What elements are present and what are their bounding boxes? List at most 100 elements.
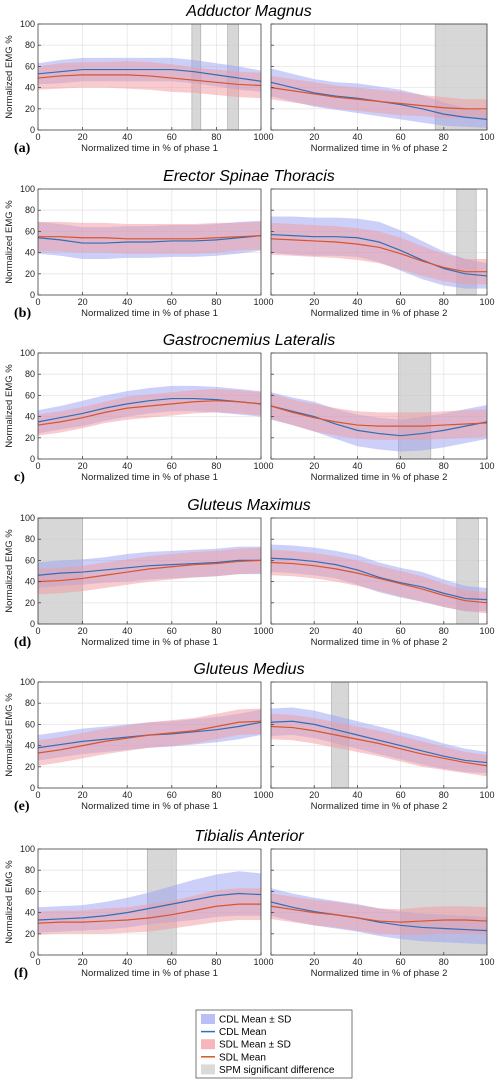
sdl-mean-line: [270, 405, 488, 427]
y-tick-label: 0: [30, 619, 35, 629]
x-tick-label: 0: [268, 132, 273, 142]
x-axis-label: Normalized time in % of phase 1: [81, 143, 218, 154]
panel-label: (e): [14, 799, 30, 814]
y-tick-label: 60: [25, 886, 35, 896]
x-tick-label: 100: [479, 132, 494, 142]
x-axis-label: Normalized time in % of phase 2: [311, 308, 448, 319]
x-axis-label: Normalized time in % of phase 1: [81, 801, 218, 812]
x-tick-label: 80: [439, 957, 449, 967]
cdl-mean-line: [270, 720, 488, 764]
y-tick-label: 60: [25, 61, 35, 71]
x-tick-label: 100: [479, 790, 494, 800]
axes-frame: [37, 352, 262, 460]
x-tick-label: 40: [352, 461, 362, 471]
legend-label: SPM significant difference: [219, 1065, 335, 1076]
sdl-mean-line: [37, 720, 262, 754]
cdl-mean-line: [270, 901, 488, 932]
x-axis-label: Normalized time in % of phase 2: [311, 637, 448, 648]
y-tick-label: 60: [25, 390, 35, 400]
x-tick-label: 60: [167, 626, 177, 636]
y-tick-label: 40: [25, 248, 35, 258]
x-tick-label: 40: [352, 297, 362, 307]
x-tick-label: 0: [35, 957, 40, 967]
y-tick-label: 100: [20, 513, 35, 523]
sdl-mean-line: [38, 235, 262, 240]
x-tick-label: 80: [439, 461, 449, 471]
panel-3: Gastrocnemius Lateralis Normalized EMG % c…: [4, 332, 495, 485]
x-tick-label: 80: [211, 790, 221, 800]
y-tick-label: 40: [25, 83, 35, 93]
x-tick-label: 60: [167, 790, 177, 800]
phase-2-axes: 0 20 40 60 80 100 Normalized time in % of phas…: [268, 517, 495, 648]
sdl-mean-line: [270, 905, 488, 923]
legend-label: CDL Mean: [219, 1027, 266, 1038]
y-tick-label: 0: [30, 290, 35, 300]
x-tick-label: 80: [211, 297, 221, 307]
y-tick-label: 0: [30, 950, 35, 960]
y-tick-label: 60: [25, 719, 35, 729]
x-tick-label: 20: [78, 132, 88, 142]
x-axis-label: Normalized time in % of phase 1: [81, 472, 218, 483]
x-tick-label: 100: [253, 132, 268, 142]
legend-label: SDL Mean ± SD: [219, 1040, 291, 1051]
axes-frame: [37, 23, 262, 131]
sdl-mean-line: [270, 725, 488, 767]
y-axis-label: Normalized EMG %: [4, 35, 15, 119]
panel-label: c): [14, 470, 25, 485]
sdl-sd-band: [38, 547, 261, 595]
phase-1-axes: 0 20 40 60 80 100 0 20 40 60 80 100 Normalized time …: [20, 677, 269, 812]
x-axis-label: Normalized time in % of phase 2: [311, 968, 448, 979]
x-tick-label: 100: [479, 626, 494, 636]
x-tick-label: 80: [211, 461, 221, 471]
x-tick-label: 100: [479, 461, 494, 471]
x-axis-label: Normalized time in % of phase 1: [81, 637, 218, 648]
panel-title: Tibialis Anterior: [194, 828, 304, 845]
x-tick-label: 40: [352, 790, 362, 800]
sdl-mean-line: [270, 87, 487, 110]
y-tick-label: 40: [25, 577, 35, 587]
phase-1-axes: 0 20 40 60 80 100 0 20 40 60 80 100 Normalized time …: [20, 348, 269, 483]
x-tick-label: 100: [479, 297, 494, 307]
x-axis-label: Normalized time in % of phase 2: [311, 801, 448, 812]
legend-swatch: [201, 1039, 215, 1050]
y-tick-label: 0: [30, 125, 35, 135]
sdl-sd-band: [271, 549, 487, 614]
phase-1-axes: 0 20 40 60 80 100 0 20 40 60 80 100 Normalized time …: [20, 19, 269, 154]
phase-1-axes: 0 20 40 60 80 100 0 20 40 60 80 100 Normalized time …: [20, 513, 269, 648]
axes-frame: [270, 681, 488, 789]
cdl-mean-line: [37, 235, 262, 244]
y-tick-label: 40: [25, 412, 35, 422]
x-tick-label: 60: [396, 626, 406, 636]
axes-frame: [37, 188, 262, 296]
x-tick-label: 0: [35, 297, 40, 307]
panel-title: Gluteus Maximus: [187, 497, 311, 514]
x-tick-label: 100: [253, 790, 268, 800]
axes-frame: [270, 848, 488, 956]
x-tick-label: 0: [268, 957, 273, 967]
y-axis-label: Normalized EMG %: [4, 364, 15, 448]
panel-label: (d): [14, 635, 31, 650]
x-tick-label: 80: [211, 626, 221, 636]
sdl-sd-band: [38, 221, 261, 254]
x-tick-label: 40: [352, 132, 362, 142]
x-tick-label: 100: [253, 461, 268, 471]
phase-1-axes: 0 20 40 60 80 100 0 20 40 60 80 100 Normalized time …: [20, 844, 269, 979]
x-tick-label: 0: [35, 461, 40, 471]
y-tick-label: 100: [20, 19, 35, 29]
axes-frame: [37, 681, 262, 789]
y-tick-label: 20: [25, 433, 35, 443]
x-tick-label: 80: [439, 132, 449, 142]
cdl-mean-line: [270, 233, 488, 277]
x-tick-label: 20: [309, 626, 319, 636]
x-tick-label: 0: [268, 461, 273, 471]
x-tick-label: 20: [309, 297, 319, 307]
x-tick-label: 20: [309, 790, 319, 800]
axes-frame: [270, 23, 488, 131]
x-tick-label: 20: [78, 297, 88, 307]
x-tick-label: 40: [352, 957, 362, 967]
sdl-sd-band: [271, 75, 487, 119]
panel-title: Adductor Magnus: [185, 3, 311, 20]
x-tick-label: 20: [309, 132, 319, 142]
phase-2-axes: 0 20 40 60 80 100 Normalized time in % of phas…: [268, 188, 495, 319]
